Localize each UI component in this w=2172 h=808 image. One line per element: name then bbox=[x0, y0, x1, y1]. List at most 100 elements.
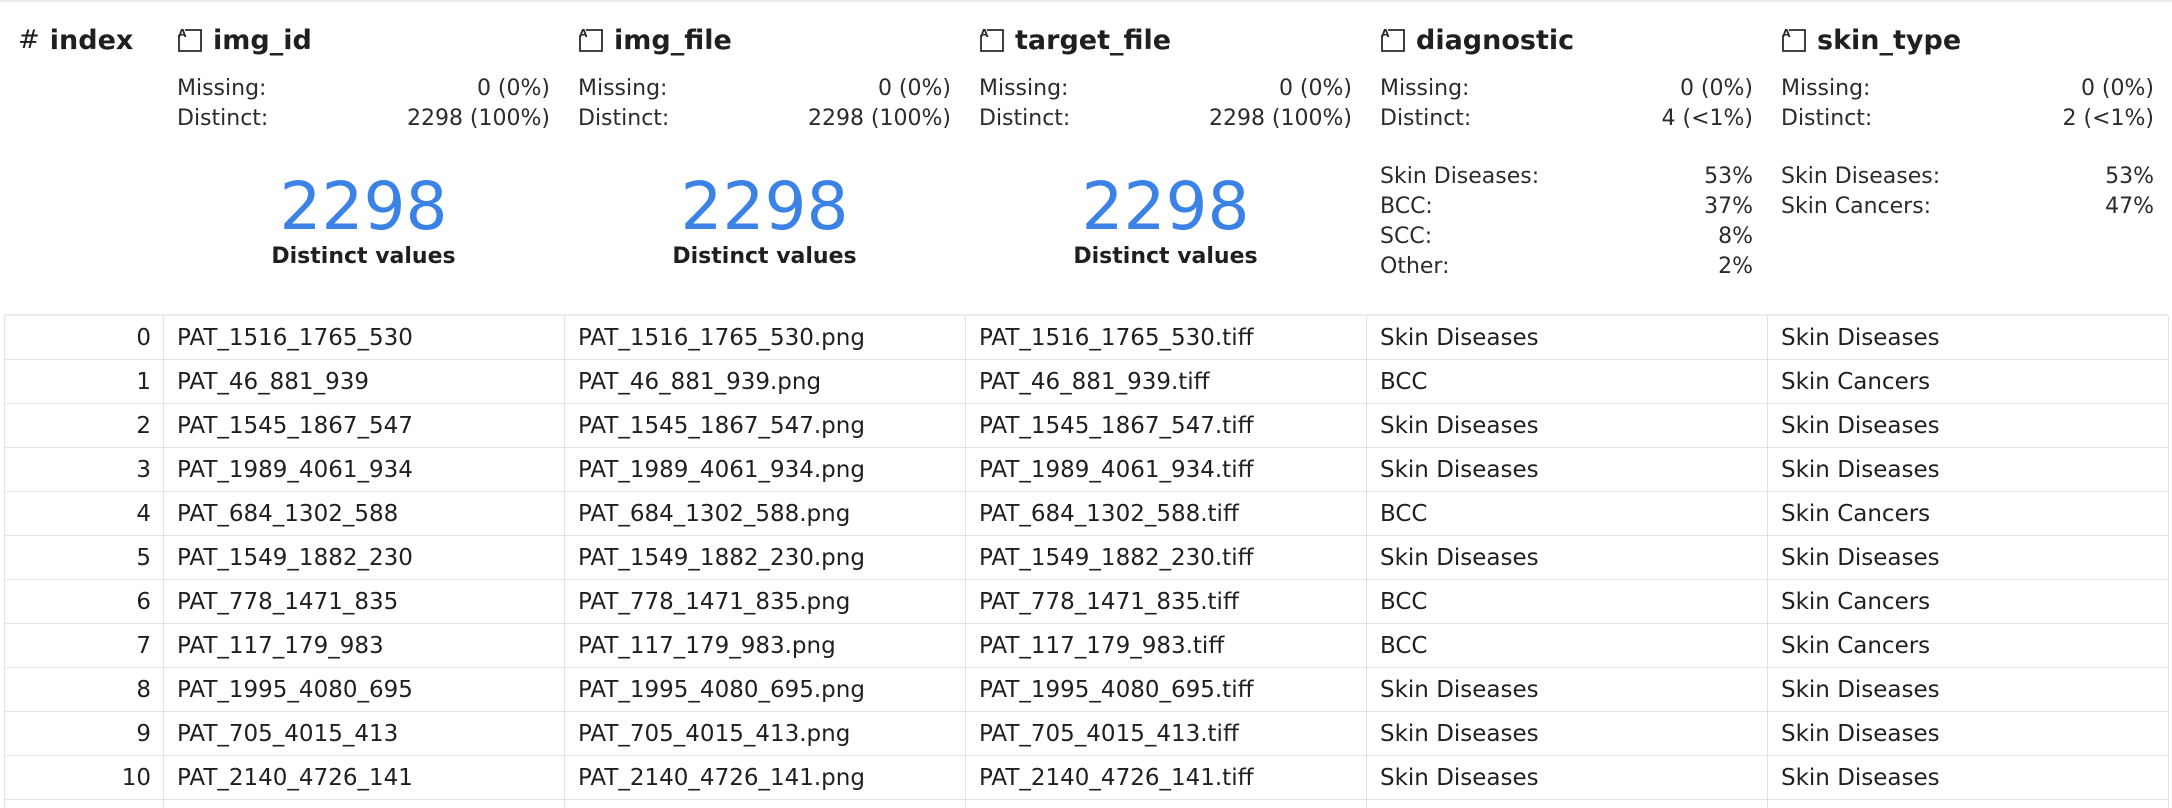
table-cell-img-file[interactable]: PAT_1549_1882_230.png bbox=[578, 545, 865, 571]
table-cell-img-file[interactable]: PAT_778_1471_835.png bbox=[578, 589, 851, 615]
table-row[interactable]: 1 PAT_46_881_939 PAT_46_881_939.png PAT_46_… bbox=[0, 360, 2172, 404]
row-index[interactable]: 10 bbox=[121, 765, 151, 791]
table-cell-img-id[interactable]: PAT_1516_1765_530 bbox=[177, 325, 413, 351]
table-cell-target-file[interactable]: PAT_2140_4726_141.tiff bbox=[979, 765, 1254, 791]
frequency-row: SCC: 8% bbox=[1380, 222, 1753, 252]
table-cell-img-id[interactable]: PAT_1989_4061_934 bbox=[177, 457, 413, 483]
table-cell-diagnostic[interactable]: Skin Diseases bbox=[1380, 413, 1539, 439]
column-header-img-file[interactable]: A img_file Missing: 0 (0%) Distinct: 229… bbox=[564, 0, 965, 312]
table-cell-img-file[interactable]: PAT_684_1302_588.png bbox=[578, 501, 851, 527]
table-cell-diagnostic[interactable]: BCC bbox=[1380, 501, 1428, 527]
table-cell-target-file[interactable]: PAT_684_1302_588.tiff bbox=[979, 501, 1239, 527]
table-row[interactable]: 2 PAT_1545_1867_547 PAT_1545_1867_547.png P… bbox=[0, 404, 2172, 448]
missing-label: Missing: bbox=[1380, 76, 1470, 101]
column-divider bbox=[4, 316, 5, 808]
table-cell-diagnostic[interactable]: Skin Diseases bbox=[1380, 765, 1539, 791]
table-cell-diagnostic[interactable]: Skin Diseases bbox=[1380, 325, 1539, 351]
table-row[interactable]: 9 PAT_705_4015_413 PAT_705_4015_413.png PAT… bbox=[0, 712, 2172, 756]
table-cell-img-file[interactable]: PAT_1516_1765_530.png bbox=[578, 325, 865, 351]
table-cell-img-id[interactable]: PAT_778_1471_835 bbox=[177, 589, 399, 615]
table-cell-skin-type[interactable]: Skin Diseases bbox=[1781, 765, 1940, 791]
table-cell-diagnostic[interactable]: BCC bbox=[1380, 589, 1428, 615]
table-cell-skin-type[interactable]: Skin Diseases bbox=[1781, 325, 1940, 351]
table-cell-target-file[interactable]: PAT_1549_1882_230.tiff bbox=[979, 545, 1254, 571]
column-title: target_file bbox=[1015, 24, 1172, 56]
table-cell-skin-type[interactable]: Skin Cancers bbox=[1781, 501, 1931, 527]
table-cell-skin-type[interactable]: Skin Cancers bbox=[1781, 633, 1931, 659]
row-index[interactable]: 7 bbox=[136, 633, 151, 659]
row-index[interactable]: 1 bbox=[136, 369, 151, 395]
column-title: index bbox=[49, 24, 134, 56]
table-cell-target-file[interactable]: PAT_705_4015_413.tiff bbox=[979, 721, 1239, 747]
column-divider bbox=[965, 316, 966, 808]
table-cell-diagnostic[interactable]: Skin Diseases bbox=[1380, 545, 1539, 571]
distinct-value: 2298 (100%) bbox=[807, 106, 951, 131]
missing-value: 0 (0%) bbox=[877, 76, 951, 101]
table-cell-img-id[interactable]: PAT_1549_1882_230 bbox=[177, 545, 413, 571]
table-cell-img-file[interactable]: PAT_705_4015_413.png bbox=[578, 721, 851, 747]
column-header-index[interactable]: # index bbox=[4, 0, 163, 312]
distinct-count: 2298 bbox=[1081, 168, 1250, 245]
table-cell-skin-type[interactable]: Skin Diseases bbox=[1781, 413, 1940, 439]
row-index[interactable]: 8 bbox=[136, 677, 151, 703]
table-cell-target-file[interactable]: PAT_117_179_983.tiff bbox=[979, 633, 1225, 659]
table-cell-target-file[interactable]: PAT_1995_4080_695.tiff bbox=[979, 677, 1254, 703]
table-cell-target-file[interactable]: PAT_46_881_939.tiff bbox=[979, 369, 1210, 395]
table-row[interactable]: 8 PAT_1995_4080_695 PAT_1995_4080_695.png P… bbox=[0, 668, 2172, 712]
table-cell-img-id[interactable]: PAT_705_4015_413 bbox=[177, 721, 399, 747]
row-index[interactable]: 9 bbox=[136, 721, 151, 747]
frequency-percent: 2% bbox=[1718, 254, 1753, 279]
table-row[interactable]: 4 PAT_684_1302_588 PAT_684_1302_588.png PAT… bbox=[0, 492, 2172, 536]
table-row[interactable]: 0 PAT_1516_1765_530 PAT_1516_1765_530.png P… bbox=[0, 316, 2172, 360]
row-index[interactable]: 2 bbox=[136, 413, 151, 439]
row-index[interactable]: 4 bbox=[136, 501, 151, 527]
table-cell-img-id[interactable]: PAT_684_1302_588 bbox=[177, 501, 399, 527]
table-cell-img-file[interactable]: PAT_1545_1867_547.png bbox=[578, 413, 865, 439]
column-header-diagnostic[interactable]: A diagnostic Missing: 0 (0%) Distinct: 4… bbox=[1366, 0, 1767, 312]
row-index[interactable]: 0 bbox=[136, 325, 151, 351]
table-cell-target-file[interactable]: PAT_1516_1765_530.tiff bbox=[979, 325, 1254, 351]
column-header-target-file[interactable]: A target_file Missing: 0 (0%) Distinct: … bbox=[965, 0, 1366, 312]
table-row[interactable]: 7 PAT_117_179_983 PAT_117_179_983.png PAT_1… bbox=[0, 624, 2172, 668]
table-cell-img-id[interactable]: PAT_2140_4726_141 bbox=[177, 765, 413, 791]
table-cell-diagnostic[interactable]: Skin Diseases bbox=[1380, 677, 1539, 703]
table-cell-target-file[interactable]: PAT_1545_1867_547.tiff bbox=[979, 413, 1254, 439]
column-title: skin_type bbox=[1817, 24, 1962, 56]
table-cell-diagnostic[interactable]: BCC bbox=[1380, 369, 1428, 395]
table-cell-img-id[interactable]: PAT_117_179_983 bbox=[177, 633, 384, 659]
table-cell-target-file[interactable]: PAT_1989_4061_934.tiff bbox=[979, 457, 1254, 483]
table-cell-img-id[interactable]: PAT_1995_4080_695 bbox=[177, 677, 413, 703]
table-cell-skin-type[interactable]: Skin Diseases bbox=[1781, 457, 1940, 483]
table-cell-diagnostic[interactable]: Skin Diseases bbox=[1380, 721, 1539, 747]
table-cell-skin-type[interactable]: Skin Diseases bbox=[1781, 721, 1940, 747]
distinct-value: 2 (<1%) bbox=[2062, 106, 2155, 131]
frequency-label: BCC: bbox=[1380, 194, 1433, 219]
table-cell-img-file[interactable]: PAT_117_179_983.png bbox=[578, 633, 836, 659]
table-row[interactable]: 5 PAT_1549_1882_230 PAT_1549_1882_230.png P… bbox=[0, 536, 2172, 580]
table-cell-img-id[interactable]: PAT_46_881_939 bbox=[177, 369, 369, 395]
table-row[interactable]: 3 PAT_1989_4061_934 PAT_1989_4061_934.png P… bbox=[0, 448, 2172, 492]
row-index[interactable]: 6 bbox=[136, 589, 151, 615]
row-index[interactable]: 3 bbox=[136, 457, 151, 483]
column-stats: Missing: 0 (0%) Distinct: 4 (<1%) bbox=[1380, 74, 1753, 134]
missing-value: 0 (0%) bbox=[1278, 76, 1352, 101]
table-cell-target-file[interactable]: PAT_778_1471_835.tiff bbox=[979, 589, 1239, 615]
row-index[interactable]: 5 bbox=[136, 545, 151, 571]
distinct-label: Distinct: bbox=[578, 106, 670, 131]
table-cell-skin-type[interactable]: Skin Cancers bbox=[1781, 369, 1931, 395]
table-cell-skin-type[interactable]: Skin Diseases bbox=[1781, 677, 1940, 703]
table-cell-diagnostic[interactable]: Skin Diseases bbox=[1380, 457, 1539, 483]
table-cell-skin-type[interactable]: Skin Diseases bbox=[1781, 545, 1940, 571]
table-row[interactable]: 6 PAT_778_1471_835 PAT_778_1471_835.png PAT… bbox=[0, 580, 2172, 624]
column-header-skin-type[interactable]: A skin_type Missing: 0 (0%) Distinct: 2 … bbox=[1767, 0, 2168, 312]
table-cell-img-id[interactable]: PAT_1545_1867_547 bbox=[177, 413, 413, 439]
table-row[interactable]: 10 PAT_2140_4726_141 PAT_2140_4726_141.png… bbox=[0, 756, 2172, 800]
column-header-img-id[interactable]: A img_id Missing: 0 (0%) Distinct: 2298 … bbox=[163, 0, 564, 312]
table-cell-skin-type[interactable]: Skin Cancers bbox=[1781, 589, 1931, 615]
table-cell-diagnostic[interactable]: BCC bbox=[1380, 633, 1428, 659]
table-cell-img-file[interactable]: PAT_1989_4061_934.png bbox=[578, 457, 865, 483]
table-cell-img-file[interactable]: PAT_46_881_939.png bbox=[578, 369, 822, 395]
table-cell-img-file[interactable]: PAT_1995_4080_695.png bbox=[578, 677, 865, 703]
table-cell-img-file[interactable]: PAT_2140_4726_141.png bbox=[578, 765, 865, 791]
